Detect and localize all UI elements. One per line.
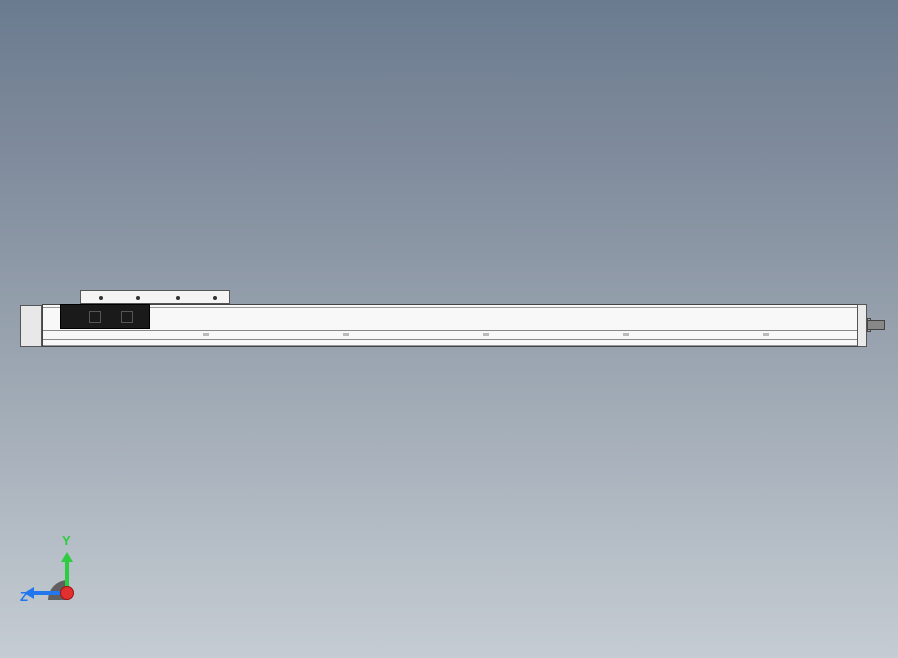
x-axis-origin-dot-icon [60,586,74,600]
rail-slot-mark [623,333,629,336]
rail-edge-line [43,345,861,346]
y-axis-arrowhead-icon [61,552,73,562]
carriage-bore [121,311,133,323]
rail-groove-line [43,330,861,331]
z-axis-label: Z [20,589,28,604]
mounting-hole [213,296,217,300]
carriage-block [60,304,150,329]
orientation-triad[interactable]: Y Z [20,538,90,608]
mounting-hole [136,296,140,300]
output-shaft [867,320,885,330]
carriage-bore [89,311,101,323]
z-axis-arrow [32,591,62,595]
rail-edge-line [43,307,861,308]
cad-viewport[interactable]: Y Z [0,0,898,658]
idler-end-cap [857,304,867,347]
rail-slot-mark [483,333,489,336]
mounting-hole [99,296,103,300]
linear-rail-assembly[interactable] [20,290,885,360]
rail-groove-line [43,339,861,340]
rail-slot-mark [763,333,769,336]
model-canvas[interactable]: Y Z [0,0,898,658]
y-axis-arrow [65,560,69,588]
rail-slot-mark [343,333,349,336]
motor-end-cap [20,305,42,347]
carriage-mounting-bracket [80,290,230,304]
rail-slot-mark [203,333,209,336]
y-axis-label: Y [62,533,71,548]
rail-extrusion-body [42,304,862,347]
mounting-hole [176,296,180,300]
